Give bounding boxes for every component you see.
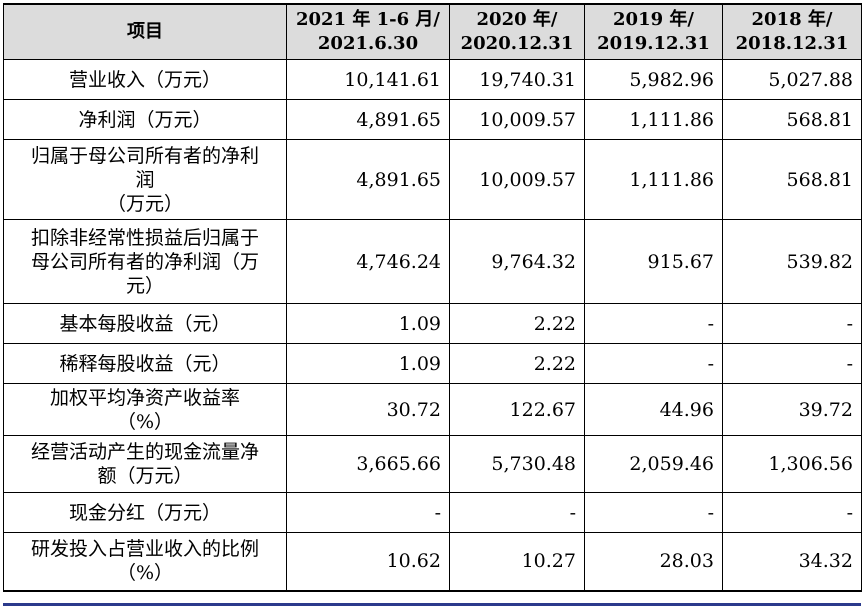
row-label-line: 经营活动产生的现金流量净 <box>30 441 259 463</box>
row-label-line: （%） <box>116 410 174 433</box>
row-label: 加权平均净资产收益率 （%） <box>3 383 287 436</box>
table-row: 经营活动产生的现金流量净 额（万元） 3,665.66 5,730.48 2,059.4… <box>3 435 862 493</box>
header-2021h1: 2021 年 1-6 月/2021.6.30 <box>286 3 450 60</box>
header-item: 项目 <box>3 3 287 60</box>
value-cell: 2.22 <box>449 303 585 344</box>
row-label-line: 元） <box>125 274 164 297</box>
row-label: 研发投入占营业收入的比例 （%） <box>3 532 287 591</box>
table-row: 归属于母公司所有者的净利润（万元） 4,891.65 10,009.57 1,111.… <box>3 139 862 220</box>
row-label: 营业收入（万元） <box>3 59 287 100</box>
table-body: 营业收入（万元） 10,141.61 19,740.31 5,982.96 5,027.… <box>3 59 862 591</box>
table-row: 加权平均净资产收益率 （%） 30.72 122.67 44.96 39.72 <box>3 383 862 436</box>
value-cell: 5,027.88 <box>722 59 862 100</box>
table-row: 净利润（万元） 4,891.65 10,009.57 1,111.86 568.81 <box>3 99 862 140</box>
value-cell: 1,111.86 <box>584 99 723 140</box>
row-label-line: （万元） <box>106 192 183 215</box>
value-cell: 1,306.56 <box>722 435 862 493</box>
value-cell: 4,746.24 <box>286 219 450 304</box>
value-cell: 28.03 <box>584 532 723 591</box>
table-row: 研发投入占营业收入的比例 （%） 10.62 10.27 28.03 34.32 <box>3 532 862 591</box>
header-line: 2018 年/ <box>751 9 833 30</box>
row-label: 现金分红（万元） <box>3 492 287 533</box>
value-cell: 5,982.96 <box>584 59 723 100</box>
value-cell: - <box>722 343 862 384</box>
row-label-line: 稀释每股收益（元） <box>59 352 231 375</box>
value-cell: 4,891.65 <box>286 139 450 220</box>
table-row: 营业收入（万元） 10,141.61 19,740.31 5,982.96 5,027.… <box>3 59 862 100</box>
header-line: 2018.12.31 <box>735 33 849 54</box>
financial-indicators-table: 项目 2021 年 1-6 月/2021.6.30 2020 年/2020.12.3… <box>3 3 862 592</box>
header-line: 2019.12.31 <box>597 33 710 54</box>
table-row: 扣除非经常性损益后归属于 母公司所有者的净利润（万 元） 4,746.24 9,764.… <box>3 219 862 304</box>
value-cell: 19,740.31 <box>449 59 585 100</box>
row-label-line: 加权平均净资产收益率 <box>49 386 240 409</box>
header-line: 2020.12.31 <box>460 33 574 54</box>
row-label: 基本每股收益（元） <box>3 303 287 344</box>
row-label-line: 额（万元） <box>97 465 193 487</box>
value-cell: 539.82 <box>722 219 862 304</box>
table-header: 项目 2021 年 1-6 月/2021.6.30 2020 年/2020.12.3… <box>3 3 862 60</box>
header-line: 2021.6.30 <box>317 33 419 54</box>
row-label-line: 研发投入占营业收入的比例 <box>30 538 259 561</box>
row-label: 净利润（万元） <box>3 99 287 140</box>
value-cell: 568.81 <box>722 139 862 220</box>
bottom-rule <box>3 603 861 606</box>
header-line: 2019 年/ <box>613 9 694 30</box>
value-cell: 10.27 <box>449 532 585 591</box>
value-cell: 1.09 <box>286 303 450 344</box>
value-cell: 3,665.66 <box>286 435 450 493</box>
value-cell: 30.72 <box>286 383 450 436</box>
value-cell: - <box>722 303 862 344</box>
value-cell: - <box>584 303 723 344</box>
value-cell: 915.67 <box>584 219 723 304</box>
header-row: 项目 2021 年 1-6 月/2021.6.30 2020 年/2020.12.3… <box>3 3 862 60</box>
row-label-line: 营业收入（万元） <box>68 68 221 91</box>
header-2019: 2019 年/2019.12.31 <box>584 3 723 60</box>
row-label-line: （%） <box>116 562 174 585</box>
value-cell: - <box>286 492 450 533</box>
financial-table-container: 项目 2021 年 1-6 月/2021.6.30 2020 年/2020.12.3… <box>3 3 862 592</box>
value-cell: 44.96 <box>584 383 723 436</box>
table-row: 基本每股收益（元） 1.09 2.22- - <box>3 303 862 344</box>
header-line: 项目 <box>127 21 163 42</box>
value-cell: 568.81 <box>722 99 862 140</box>
value-cell: 10,141.61 <box>286 59 450 100</box>
value-cell: 2.22 <box>449 343 585 384</box>
table-row: 现金分红（万元） - - - - <box>3 492 862 533</box>
row-label: 稀释每股收益（元） <box>3 343 287 384</box>
row-label-line: 净利润（万元） <box>78 108 212 131</box>
value-cell: - <box>584 492 723 533</box>
value-cell: 34.32 <box>722 532 862 591</box>
value-cell: 9,764.32 <box>449 219 585 304</box>
header-2020: 2020 年/2020.12.31 <box>449 3 585 60</box>
value-cell: 2,059.46 <box>584 435 723 493</box>
row-label-line: 母公司所有者的净利润（万 <box>30 250 259 273</box>
row-label: 归属于母公司所有者的净利润（万元） <box>3 139 287 220</box>
value-cell: - <box>584 343 723 384</box>
header-line: 2021 年 1-6 月/ <box>296 9 440 30</box>
row-label-line: 基本每股收益（元） <box>59 312 231 335</box>
value-cell: 122.67 <box>449 383 585 436</box>
row-label-line: 现金分红（万元） <box>68 501 221 524</box>
row-label: 扣除非经常性损益后归属于 母公司所有者的净利润（万 元） <box>3 219 287 304</box>
value-cell: 5,730.48 <box>449 435 585 493</box>
row-label-line: 润 <box>135 168 155 191</box>
value-cell: 10,009.57 <box>449 139 585 220</box>
value-cell: - <box>449 492 585 533</box>
value-cell: 1.09 <box>286 343 450 384</box>
row-label: 经营活动产生的现金流量净 额（万元） <box>3 435 287 493</box>
value-cell: 10,009.57 <box>449 99 585 140</box>
value-cell: 39.72 <box>722 383 862 436</box>
value-cell: 10.62 <box>286 532 450 591</box>
row-label-line: 扣除非经常性损益后归属于 <box>30 226 259 249</box>
header-2018: 2018 年/2018.12.31 <box>722 3 862 60</box>
value-cell: 1,111.86 <box>584 139 723 220</box>
value-cell: 4,891.65 <box>286 99 450 140</box>
value-cell: - <box>722 492 862 533</box>
table-row: 稀释每股收益（元） 1.09 2.22- - <box>3 343 862 384</box>
header-line: 2020 年/ <box>476 9 558 30</box>
row-label-line: 归属于母公司所有者的净利 <box>30 144 259 167</box>
